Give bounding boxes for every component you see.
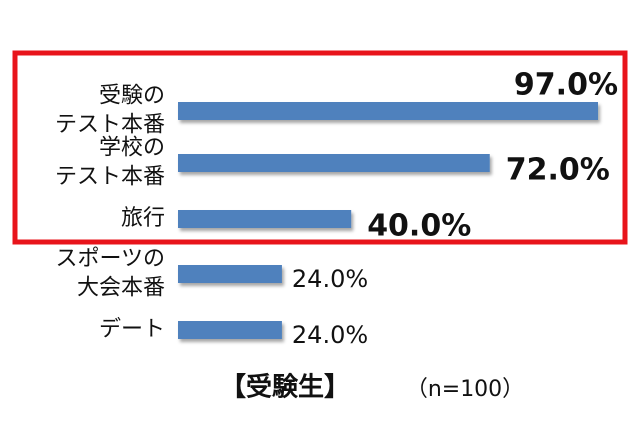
chart-subtitle: （n=100） — [406, 377, 524, 402]
bar — [178, 321, 282, 339]
category-label: 受験のテスト本番 — [55, 84, 165, 138]
chart-title: 【受験生】 — [220, 372, 350, 403]
value-label: 24.0% — [292, 321, 368, 349]
bar — [178, 210, 352, 228]
highlight-box — [12, 50, 628, 245]
value-label: 24.0% — [292, 265, 368, 293]
bar — [178, 102, 599, 120]
value-label: 72.0% — [506, 153, 610, 188]
category-label: デート — [99, 317, 165, 342]
category-label: 学校のテスト本番 — [55, 136, 165, 190]
category-label: 旅行 — [121, 206, 165, 231]
category-label: スポーツの大会本番 — [55, 247, 165, 301]
value-label: 97.0% — [514, 68, 618, 103]
value-label: 40.0% — [367, 209, 471, 244]
bar — [178, 265, 282, 283]
bar — [178, 154, 490, 172]
